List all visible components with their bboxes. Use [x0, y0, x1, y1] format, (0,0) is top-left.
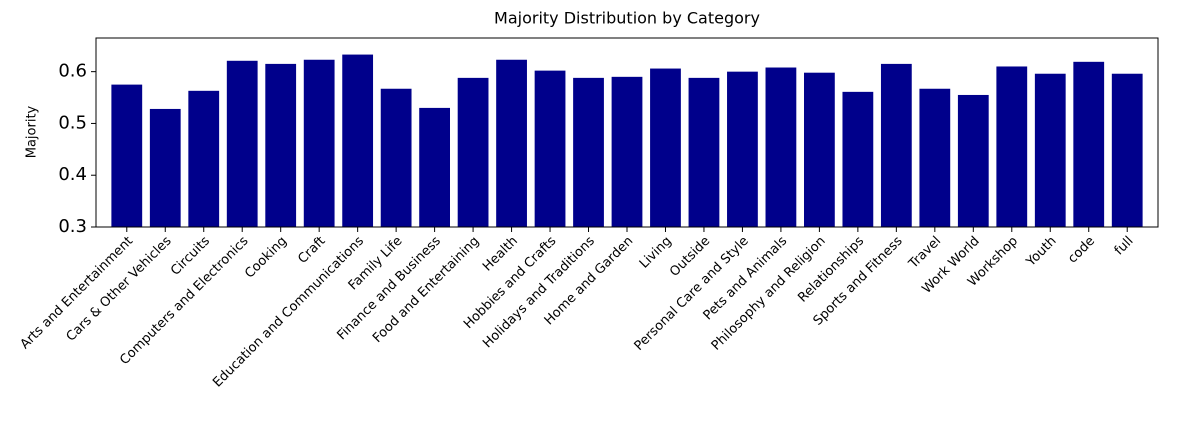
- y-axis-label: Majority: [25, 105, 40, 158]
- bar: [188, 90, 220, 227]
- bar: [688, 77, 720, 227]
- y-tick-label: 0.6: [58, 61, 87, 82]
- y-tick-label: 0.3: [58, 216, 87, 237]
- y-tick-label: 0.4: [58, 164, 87, 185]
- bar: [727, 71, 758, 227]
- x-tick-label: Cooking: [242, 234, 290, 282]
- bar: [573, 77, 604, 227]
- x-tick-label: Youth: [1023, 234, 1060, 271]
- bar: [804, 72, 835, 228]
- bar: [226, 60, 258, 227]
- bar: [996, 66, 1028, 227]
- bar: [149, 108, 181, 227]
- bar: [1111, 73, 1143, 228]
- bar: [842, 91, 874, 228]
- y-tick-label: 0.5: [58, 112, 87, 133]
- bar: [111, 84, 143, 227]
- chart-title: Majority Distribution by Category: [494, 9, 760, 28]
- x-tick-label: full: [1112, 234, 1137, 259]
- bar: [419, 107, 450, 227]
- bar: [380, 88, 412, 227]
- bar: [496, 59, 527, 228]
- bar: [650, 68, 681, 227]
- bar: [534, 70, 566, 227]
- plot-frame: [95, 37, 1159, 228]
- bar: [265, 63, 297, 227]
- x-tick-label: Craft: [295, 234, 328, 267]
- x-tick-label: code: [1065, 234, 1098, 267]
- bar: [957, 94, 989, 228]
- bar: [1034, 73, 1066, 228]
- bar: [880, 63, 912, 227]
- bar: [611, 76, 643, 227]
- bar: [457, 77, 489, 227]
- bar: [765, 67, 797, 227]
- bar: [342, 54, 374, 228]
- bar: [303, 59, 335, 228]
- bar: [919, 88, 951, 227]
- bar: [1073, 61, 1105, 227]
